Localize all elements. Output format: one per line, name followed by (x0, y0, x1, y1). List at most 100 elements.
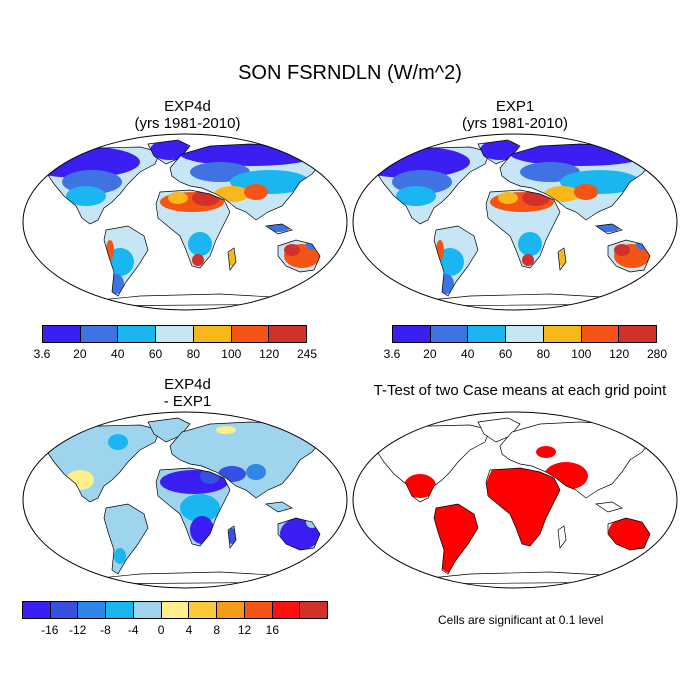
colorbar-tick-label: -4 (127, 623, 139, 637)
colorbar-box (506, 326, 544, 342)
value-patch (396, 186, 436, 206)
colorbar-tick-label: 8 (213, 623, 221, 637)
colorbar-tick-label: 3.6 (383, 347, 401, 361)
colorbar-tick-label: 16 (265, 623, 280, 637)
colorbar-tick-label: 80 (186, 347, 201, 361)
map-border (352, 133, 678, 311)
colorbar-box (430, 326, 469, 342)
colorbar-tick-label: 0 (157, 623, 165, 637)
colorbar-tick-label: 60 (148, 347, 163, 361)
colorbar-box (133, 602, 162, 618)
panel-title-exp1: EXP1 (yrs 1981-2010) (350, 98, 680, 132)
value-patch (480, 140, 520, 160)
coastline (103, 225, 149, 297)
coastline (155, 189, 231, 269)
panel-title-ttest: T-Test of two Case means at each grid po… (345, 382, 695, 399)
coastline (103, 503, 149, 575)
colorbar-tick-label: 3.6 (33, 347, 51, 361)
panel-title-line2: - EXP1 (163, 393, 212, 410)
colorbar-tick-label: 100 (221, 347, 242, 361)
coastline (595, 501, 623, 513)
colorbar-tick-label: 20 (423, 347, 437, 361)
value-patch (404, 474, 436, 498)
coastline (595, 223, 623, 235)
land-fill (500, 422, 652, 498)
coastline (277, 517, 321, 551)
colorbar-tick-label: 280 (646, 347, 668, 361)
value-patch (216, 426, 236, 434)
value-patch (192, 254, 204, 266)
colorbar-tick-label: -16 (41, 623, 59, 637)
colorbar-tick-label: -12 (68, 623, 87, 637)
map-difference (22, 411, 348, 589)
land-australia (278, 240, 320, 272)
land-africa (156, 190, 230, 268)
value-patch (536, 446, 556, 458)
land-africa (486, 190, 560, 268)
panel-title-line1: EXP4d (164, 98, 211, 115)
colorbar-box (118, 326, 157, 342)
value-patch (558, 250, 566, 266)
coastline (369, 424, 491, 503)
colorbar-tick-label: 40 (461, 347, 475, 361)
value-patch (108, 434, 128, 450)
colorbar-tick-label: 245 (296, 347, 318, 361)
colorbar-exp4d (42, 325, 307, 343)
coastline (607, 517, 651, 551)
colorbar-box (231, 326, 270, 342)
map-exp4d (22, 133, 348, 311)
colorbar-box (244, 602, 273, 618)
coastline (155, 467, 231, 547)
land-africa (156, 468, 230, 546)
colorbar-box (217, 602, 245, 618)
coastline (369, 146, 491, 225)
value-patch (188, 232, 212, 256)
colorbar-tick-label: 4 (185, 623, 193, 637)
map-border (22, 411, 348, 589)
significance-footnote: Cells are significant at 0.1 level (438, 613, 604, 627)
panel-title-line1: EXP4d (164, 376, 211, 393)
colorbar-difference (22, 601, 328, 619)
land-greenland (478, 140, 520, 164)
panel-title-exp4d: EXP4d (yrs 1981-2010) (25, 98, 350, 132)
colorbar-box (78, 602, 107, 618)
colorbar-tick-label: 40 (111, 347, 125, 361)
value-patch (498, 192, 518, 204)
coastline (227, 525, 237, 549)
coastline (557, 525, 567, 549)
value-patch (510, 214, 546, 234)
panel-title-line1: EXP1 (495, 98, 535, 115)
value-patch (608, 518, 650, 550)
colorbar-box (272, 602, 301, 618)
map-border (22, 133, 348, 311)
land-fill (370, 425, 490, 502)
figure-title: SON FSRNDLN (W/m^2) (238, 62, 462, 84)
value-patch (66, 186, 106, 206)
value-patch (574, 184, 598, 200)
colorbar-tick-label: 120 (609, 347, 630, 361)
colorbar-box (106, 602, 134, 618)
colorbar-box (468, 326, 507, 342)
value-patch (180, 214, 216, 234)
map-exp1 (352, 133, 678, 311)
coastline (265, 223, 293, 235)
value-patch (246, 464, 266, 480)
value-patch (114, 548, 126, 564)
value-patch (522, 254, 534, 266)
land-namerica (370, 425, 490, 502)
colorbar-box (193, 326, 232, 342)
coastline (433, 225, 479, 297)
land-eurasia (170, 144, 322, 220)
value-patch (150, 418, 190, 438)
coastline (227, 247, 237, 271)
land-australia (608, 518, 650, 550)
colorbar-box (543, 326, 582, 342)
colorbar-tick-label: 20 (73, 347, 87, 361)
coastline (265, 501, 293, 513)
colorbar-tick-label: -8 (100, 623, 111, 637)
value-patch (180, 494, 220, 522)
panel-title-line2: (yrs 1981-2010) (134, 115, 241, 132)
value-patch (228, 250, 236, 266)
coastline (607, 239, 651, 273)
colorbar-box (80, 326, 119, 342)
